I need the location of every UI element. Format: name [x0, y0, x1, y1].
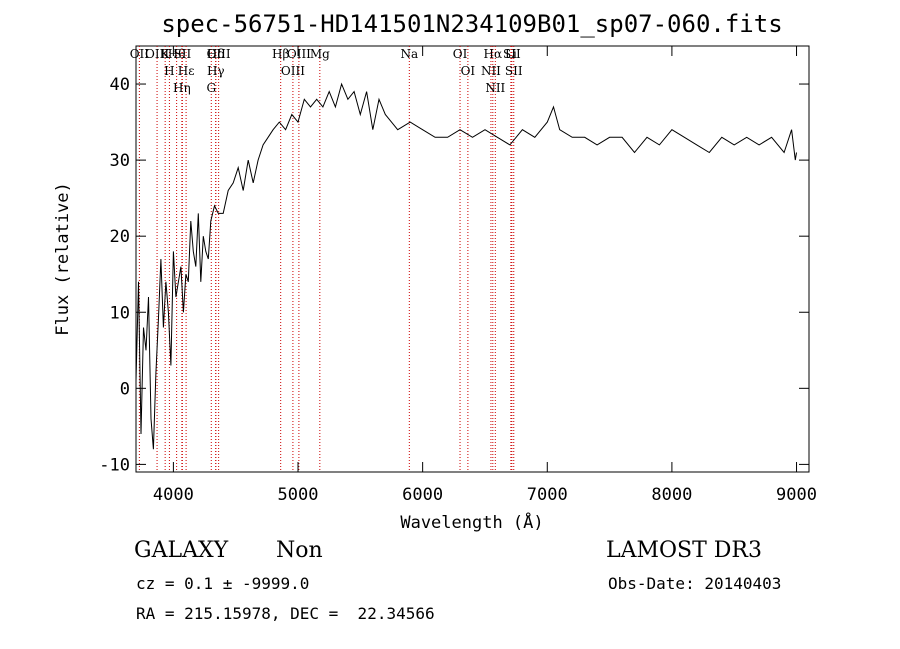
- spectral-line-label: Hβ: [272, 47, 289, 61]
- spectral-line-label: OIII: [281, 64, 305, 78]
- y-tick-label: 30: [110, 151, 130, 171]
- spectral-line-markers: [138, 46, 515, 472]
- y-tick-label: 10: [110, 303, 130, 323]
- x-axis-ticks: 4000 5000 6000 7000 8000 9000: [153, 46, 817, 505]
- spectral-line-label: Hε: [178, 64, 195, 78]
- y-tick-label: 0: [120, 379, 130, 399]
- spectral-line-label: OI: [453, 47, 468, 61]
- object-class: GALAXY: [134, 538, 229, 563]
- spectral-line-label: OIII: [207, 47, 231, 61]
- spectral-line-label: OIII: [145, 47, 169, 61]
- spectral-line-label: H: [164, 64, 174, 78]
- observation-date: Obs-Date: 20140403: [608, 574, 782, 593]
- y-axis-label: Flux (relative): [53, 182, 73, 336]
- spectral-line-label: OII: [130, 47, 150, 61]
- x-axis-label: Wavelength (Å): [400, 511, 543, 533]
- spectral-line-label: SII: [174, 47, 192, 61]
- spectral-line-label: NII: [481, 64, 501, 78]
- spectral-line-label: SII: [505, 64, 523, 78]
- spectral-line-label: Li: [505, 47, 517, 61]
- redshift-cz: cz = 0.1 ± -9999.0: [136, 574, 310, 593]
- object-subclass: Non: [276, 538, 323, 563]
- y-tick-label: 20: [110, 227, 130, 247]
- spectral-line-label: NII: [485, 81, 505, 95]
- spectral-line-label: Hδ: [207, 47, 225, 61]
- spectral-line-label: Hγ: [207, 64, 225, 78]
- y-axis-ticks: -10 0 10 20 30 40: [99, 75, 809, 475]
- x-tick-label: 7000: [527, 485, 568, 505]
- spectrum-series-line: [135, 82, 797, 450]
- spectral-line-label: K: [161, 47, 171, 61]
- spectral-line-label: OI: [461, 64, 476, 78]
- ra-dec-coordinates: RA = 215.15978, DEC = 22.34566: [136, 604, 435, 623]
- spectral-line-label: Hα: [484, 47, 503, 61]
- chart-title: spec-56751-HD141501N234109B01_sp07-060.f…: [161, 10, 782, 38]
- x-tick-label: 4000: [153, 485, 194, 505]
- spectral-line-label: Hθ: [168, 47, 186, 61]
- survey-name: LAMOST DR3: [606, 538, 762, 563]
- spectral-line-label: OIII: [287, 47, 311, 61]
- y-tick-label: -10: [99, 455, 130, 475]
- spectral-line-label: Na: [400, 47, 418, 61]
- x-tick-label: 9000: [776, 485, 817, 505]
- spectral-line-label: Mg: [310, 47, 330, 61]
- spectral-line-label: Hη: [173, 81, 191, 95]
- spectral-line-label: G: [206, 81, 216, 95]
- x-tick-label: 6000: [402, 485, 443, 505]
- spectral-line-label: SII: [503, 47, 521, 61]
- x-tick-label: 8000: [651, 485, 692, 505]
- plot-frame: [135, 45, 810, 473]
- y-tick-label: 40: [110, 75, 130, 95]
- x-tick-label: 5000: [278, 485, 319, 505]
